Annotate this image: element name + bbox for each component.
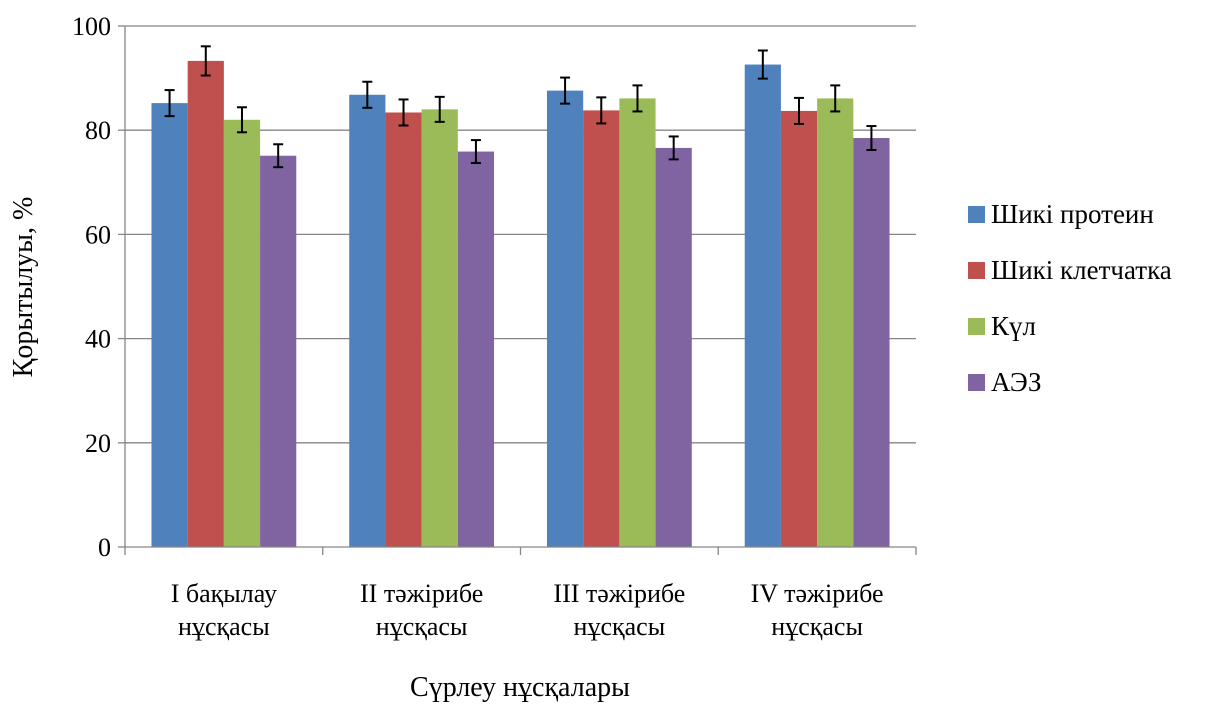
x-tick-labels: I бақылау нұсқасы II тәжірибе нұсқасы III тә… [171,579,884,641]
bar [385,112,422,548]
bar [223,119,261,547]
y-tick-label: 0 [98,533,111,562]
bar [655,147,692,547]
y-tick-label: 100 [72,12,111,41]
bars [151,60,890,548]
x-tick-label: II тәжірибе нұсқасы [360,579,483,641]
legend-item: Күл [968,298,1172,354]
bar [744,64,781,547]
y-tick-label: 20 [85,429,111,458]
x-tick-label: III тәжірибе нұсқасы [553,579,685,641]
bar [853,138,890,547]
bar [349,94,386,547]
legend-label: АЭЗ [991,366,1042,397]
bar [187,60,224,547]
x-axis-title: Сүрлеу нұсқалары [410,672,630,703]
y-tick-label: 40 [85,325,111,354]
legend-label: Шикі клетчатка [991,254,1172,285]
legend-swatch [968,261,985,279]
legend-label: Күл [991,310,1036,341]
legend-swatch [968,205,985,223]
x-tick-label: IV тәжірибе нұсқасы [751,579,884,641]
y-axis-title: Қорытылуы, % [8,197,39,378]
bar [546,90,584,547]
error-bars [164,45,877,169]
y-tick-labels: 0 20 40 60 80 100 [72,12,111,562]
bar [780,110,818,547]
legend: Шикі протеин Шикі клетчатка Күл АЭЗ [968,186,1172,410]
legend-label: Шикі протеин [991,198,1154,229]
bar [619,98,656,547]
y-tick-label: 80 [85,116,111,145]
bar [260,155,297,547]
legend-item: Шикі клетчатка [968,242,1172,298]
x-tick-label: I бақылау нұсқасы [171,579,277,641]
y-tick-label: 60 [85,220,111,249]
axes [118,25,917,555]
legend-swatch [968,373,985,391]
bar [421,109,458,548]
legend-item: АЭЗ [968,354,1172,410]
bar [457,151,495,547]
bar [151,103,188,547]
bar [817,98,854,547]
legend-item: Шикі протеин [968,186,1172,242]
legend-swatch [968,317,985,335]
bar [583,110,620,547]
